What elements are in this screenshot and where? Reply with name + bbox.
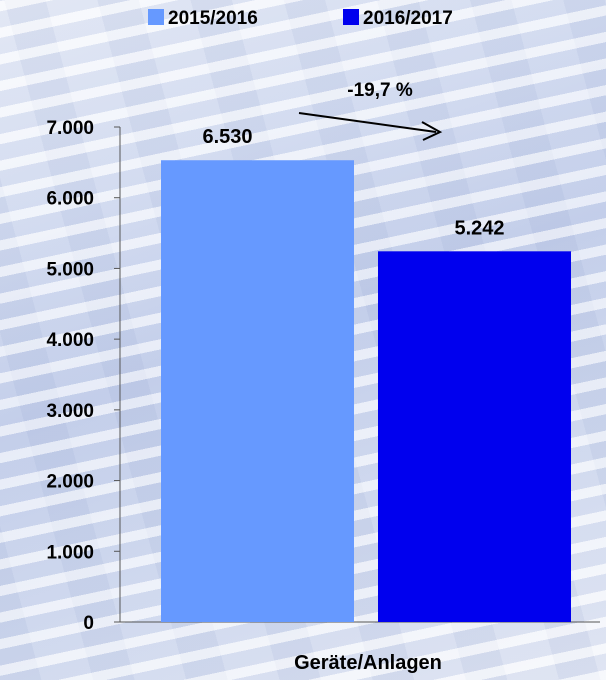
y-tick-label: 1.000 (46, 542, 94, 563)
legend-swatch-2016-2017 (343, 9, 359, 25)
change-annotation: -19,7 % (298, 80, 443, 141)
x-axis-category-label: Geräte/Anlagen (294, 652, 442, 674)
value-label-2015-2016: 6.530 (202, 126, 252, 148)
bar-2015-2016 (161, 160, 354, 622)
y-axis: 0 1.000 2.000 3.000 4.000 5.000 6.000 7.000 (46, 118, 600, 634)
legend-label-2016-2017: 2016/2017 (363, 8, 453, 29)
y-tick-label: 6.000 (46, 189, 94, 210)
change-arrow-head (421, 121, 443, 141)
legend: 2015/2016 2016/2017 (148, 8, 453, 29)
change-percent-label: -19,7 % (347, 80, 413, 101)
y-tick-label: 2.000 (46, 472, 94, 493)
change-arrow-line (298, 112, 437, 133)
bars (161, 160, 571, 622)
y-tick-label: 4.000 (46, 330, 94, 351)
y-tick-label: 3.000 (46, 401, 94, 422)
y-tick-label: 7.000 (46, 118, 94, 139)
y-tick-label: 5.000 (46, 259, 94, 280)
legend-label-2015-2016: 2015/2016 (168, 8, 258, 29)
value-label-2016-2017: 5.242 (454, 217, 504, 239)
y-tick-label: 0 (83, 613, 94, 634)
bar-2016-2017 (378, 251, 571, 622)
value-labels: 6.530 5.242 (202, 126, 504, 239)
legend-swatch-2015-2016 (148, 9, 164, 25)
